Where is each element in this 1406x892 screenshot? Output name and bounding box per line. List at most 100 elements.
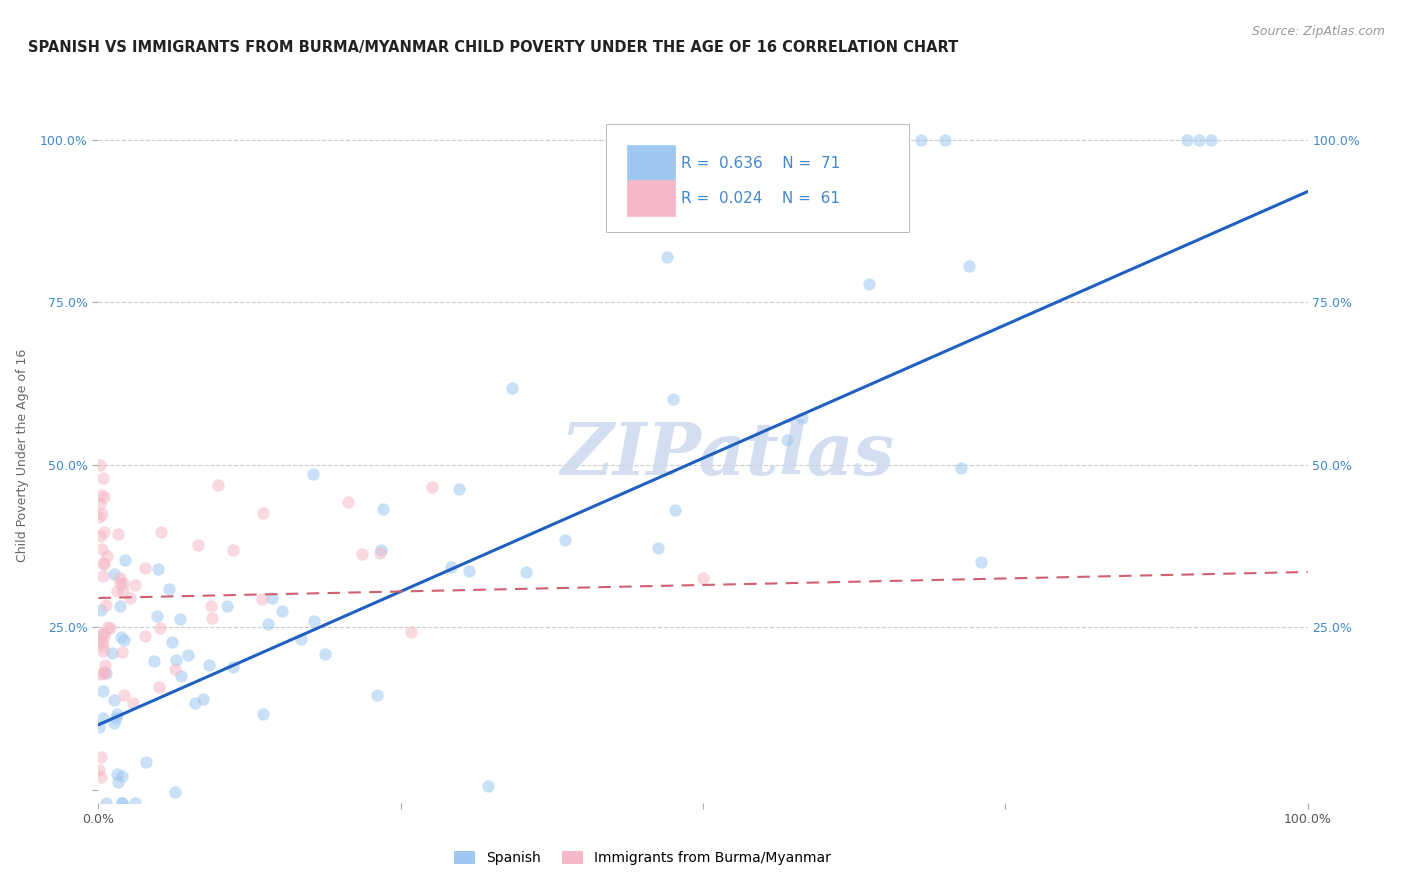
Spanish — [647, 541, 669, 555]
Immigrants from Burma/Myanmar — [207, 477, 229, 491]
Spanish — [198, 657, 221, 672]
Immigrants from Burma/Myanmar — [87, 764, 110, 778]
Immigrants from Burma/Myanmar — [111, 583, 134, 598]
Spanish — [501, 381, 523, 395]
Immigrants from Burma/Myanmar — [87, 633, 110, 648]
Spanish — [858, 277, 880, 291]
Spanish — [302, 614, 325, 628]
Immigrants from Burma/Myanmar — [110, 576, 132, 591]
Spanish — [111, 796, 134, 810]
Immigrants from Burma/Myanmar — [118, 591, 141, 605]
Spanish — [515, 565, 537, 579]
Spanish — [215, 599, 238, 613]
Immigrants from Burma/Myanmar — [93, 665, 115, 680]
Immigrants from Burma/Myanmar — [93, 557, 115, 571]
Spanish — [90, 602, 112, 616]
Spanish — [477, 779, 499, 793]
Spanish — [183, 696, 205, 710]
Immigrants from Burma/Myanmar — [87, 509, 110, 524]
Spanish — [163, 785, 186, 799]
Spanish — [664, 502, 686, 516]
Immigrants from Burma/Myanmar — [187, 538, 209, 552]
Immigrants from Burma/Myanmar — [165, 662, 187, 676]
Immigrants from Burma/Myanmar — [91, 644, 114, 658]
Spanish — [94, 796, 117, 810]
Spanish — [87, 720, 110, 734]
Immigrants from Burma/Myanmar — [105, 583, 128, 598]
Immigrants from Burma/Myanmar — [98, 621, 121, 635]
Spanish — [950, 461, 973, 475]
Spanish — [105, 767, 128, 781]
Spanish — [135, 755, 157, 769]
Immigrants from Burma/Myanmar — [91, 639, 114, 653]
Immigrants from Burma/Myanmar — [93, 525, 115, 540]
FancyBboxPatch shape — [627, 145, 675, 181]
FancyBboxPatch shape — [627, 180, 675, 216]
Immigrants from Burma/Myanmar — [401, 625, 423, 640]
Immigrants from Burma/Myanmar — [148, 680, 170, 694]
Immigrants from Burma/Myanmar — [112, 688, 135, 702]
Spanish — [112, 632, 135, 647]
Immigrants from Burma/Myanmar — [350, 547, 373, 561]
Immigrants from Burma/Myanmar — [90, 667, 112, 681]
Immigrants from Burma/Myanmar — [96, 620, 118, 634]
Spanish — [169, 612, 191, 626]
Spanish — [957, 259, 980, 273]
Spanish — [165, 652, 187, 666]
Spanish — [124, 796, 146, 810]
Immigrants from Burma/Myanmar — [93, 569, 115, 583]
Spanish — [105, 707, 128, 722]
Immigrants from Burma/Myanmar — [91, 556, 114, 570]
Spanish — [160, 634, 183, 648]
Spanish — [934, 132, 956, 146]
Spanish — [111, 796, 134, 810]
Immigrants from Burma/Myanmar — [370, 545, 392, 559]
Immigrants from Burma/Myanmar — [201, 611, 224, 625]
Spanish — [103, 693, 125, 707]
Immigrants from Burma/Myanmar — [91, 541, 114, 556]
Immigrants from Burma/Myanmar — [252, 506, 274, 520]
Spanish — [94, 665, 117, 680]
FancyBboxPatch shape — [606, 124, 908, 232]
Spanish — [143, 654, 166, 668]
Text: SPANISH VS IMMIGRANTS FROM BURMA/MYANMAR CHILD POVERTY UNDER THE AGE OF 16 CORRE: SPANISH VS IMMIGRANTS FROM BURMA/MYANMAR… — [28, 40, 959, 55]
Immigrants from Burma/Myanmar — [222, 543, 245, 558]
Spanish — [145, 608, 167, 623]
Spanish — [104, 711, 127, 725]
Spanish — [103, 716, 125, 731]
Spanish — [110, 630, 132, 644]
Immigrants from Burma/Myanmar — [250, 591, 273, 606]
Immigrants from Burma/Myanmar — [134, 629, 156, 643]
Immigrants from Burma/Myanmar — [420, 480, 443, 494]
Spanish — [177, 648, 200, 662]
Spanish — [370, 543, 392, 558]
Spanish — [157, 582, 180, 597]
Spanish — [662, 392, 685, 406]
Spanish — [366, 688, 388, 702]
Immigrants from Burma/Myanmar — [94, 598, 117, 612]
Spanish — [107, 774, 129, 789]
Y-axis label: Child Poverty Under the Age of 16: Child Poverty Under the Age of 16 — [15, 348, 30, 562]
Spanish — [93, 711, 115, 725]
Spanish — [270, 604, 292, 618]
Spanish — [108, 599, 131, 614]
Spanish — [910, 132, 932, 146]
Spanish — [314, 647, 336, 661]
Spanish — [457, 564, 479, 578]
Immigrants from Burma/Myanmar — [91, 634, 114, 648]
Spanish — [103, 567, 125, 582]
Spanish — [776, 433, 799, 447]
Immigrants from Burma/Myanmar — [96, 549, 118, 563]
Spanish — [301, 467, 323, 482]
Immigrants from Burma/Myanmar — [692, 571, 714, 585]
Spanish — [256, 616, 278, 631]
Spanish — [148, 562, 170, 576]
Immigrants from Burma/Myanmar — [337, 495, 360, 509]
Immigrants from Burma/Myanmar — [90, 507, 112, 521]
Text: Source: ZipAtlas.com: Source: ZipAtlas.com — [1251, 25, 1385, 38]
Immigrants from Burma/Myanmar — [200, 599, 222, 613]
Spanish — [260, 591, 283, 606]
Immigrants from Burma/Myanmar — [89, 458, 111, 472]
Immigrants from Burma/Myanmar — [93, 626, 115, 640]
Immigrants from Burma/Myanmar — [122, 696, 145, 710]
